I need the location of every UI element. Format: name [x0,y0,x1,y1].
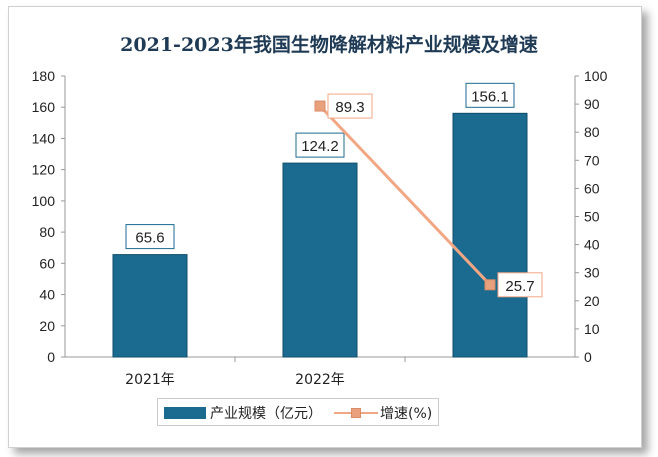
y-left-tick-label: 40 [39,287,55,303]
x-tick-label: 2022年 [295,372,345,388]
y-right-tick-label: 80 [584,124,600,140]
y-left-tick-label: 180 [32,68,56,84]
y-left-tick-label: 120 [32,162,56,178]
y-right-tick-label: 60 [584,180,600,196]
y-right-tick-label: 40 [584,237,600,253]
legend-swatch-line [334,407,378,419]
bar [112,254,188,358]
bar-data-label: 124.2 [301,138,339,155]
y-left-tick-label: 80 [39,224,55,240]
y-right-tick-label: 70 [584,152,600,168]
legend-swatch-bar [164,407,206,419]
growth-data-label: 89.3 [335,99,364,116]
y-right-tick-label: 30 [584,265,600,281]
legend-item-bar: 产业规模（亿元） [164,403,322,423]
y-left-tick-label: 160 [32,99,56,115]
growth-data-label: 25.7 [505,278,534,295]
bar [452,112,528,358]
bar-data-label-box [125,224,175,250]
bar-data-label-box [465,82,515,108]
y-right-tick-label: 100 [584,68,608,84]
x-tick-label: 2021年 [125,372,175,388]
bar-data-label-box [295,132,345,158]
growth-data-label-box [327,93,373,119]
y-right-tick-label: 20 [584,293,600,309]
bar [282,162,358,358]
y-right-tick-label: 0 [584,349,592,365]
y-left-tick-label: 140 [32,130,56,146]
bar-data-label: 65.6 [135,230,164,247]
growth-point [314,100,326,112]
legend-label-bar: 产业规模（亿元） [210,406,322,422]
y-left-tick-label: 0 [47,349,55,365]
bar-data-label: 156.1 [471,88,509,105]
legend: 产业规模（亿元） 增速(%) [157,398,439,426]
y-left-tick-label: 20 [39,318,55,334]
y-left-tick-label: 100 [32,193,56,209]
chart-title: 2021-2023年我国生物降解材料产业规模及增速 [120,34,538,56]
y-right-tick-label: 10 [584,321,600,337]
y-right-tick-label: 90 [584,96,600,112]
y-right-tick-label: 50 [584,209,600,225]
legend-label-line: 增速(%) [380,406,433,422]
growth-data-label-box [497,272,543,298]
legend-item-line: 增速(%) [334,403,432,423]
growth-line [318,105,492,286]
growth-point [484,279,496,291]
y-left-tick-label: 60 [39,255,55,271]
